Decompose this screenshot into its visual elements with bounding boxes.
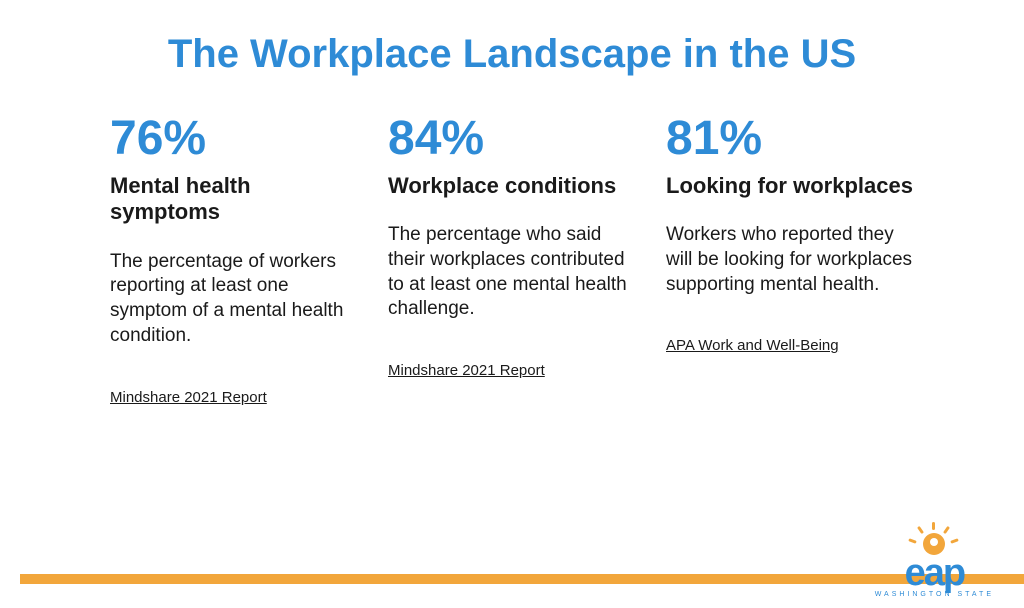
logo-text: eap <box>875 557 994 589</box>
stat-column: 76% Mental health symptoms The percentag… <box>110 115 358 406</box>
stat-column: 81% Looking for workplaces Workers who r… <box>666 115 914 406</box>
stat-columns: 76% Mental health symptoms The percentag… <box>0 115 1024 406</box>
stat-description: The percentage of workers reporting at l… <box>110 250 358 349</box>
stat-column: 84% Workplace conditions The percentage … <box>388 115 636 406</box>
eap-logo: eap WASHINGTON STATE <box>875 525 994 598</box>
stat-value: 76% <box>110 115 358 163</box>
stat-value: 81% <box>666 115 914 163</box>
source-link[interactable]: Mindshare 2021 Report <box>110 389 358 406</box>
logo-subtext: WASHINGTON STATE <box>875 591 994 598</box>
source-link[interactable]: Mindshare 2021 Report <box>388 362 636 379</box>
sun-icon <box>909 525 959 555</box>
source-link[interactable]: APA Work and Well-Being <box>666 337 914 354</box>
stat-value: 84% <box>388 115 636 163</box>
stat-subheading: Looking for workplaces <box>666 173 914 199</box>
stat-description: The percentage who said their workplaces… <box>388 223 636 322</box>
page-title: The Workplace Landscape in the US <box>0 32 1024 77</box>
stat-subheading: Mental health symptoms <box>110 173 358 226</box>
stat-subheading: Workplace conditions <box>388 173 636 199</box>
stat-description: Workers who reported they will be lookin… <box>666 223 914 297</box>
